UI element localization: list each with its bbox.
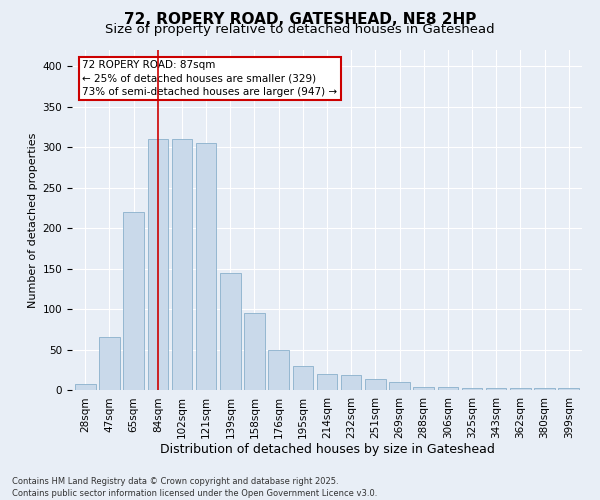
Text: 72 ROPERY ROAD: 87sqm
← 25% of detached houses are smaller (329)
73% of semi-det: 72 ROPERY ROAD: 87sqm ← 25% of detached … (82, 60, 337, 96)
Y-axis label: Number of detached properties: Number of detached properties (28, 132, 38, 308)
Bar (124, 212, 144, 390)
Bar (75, 384, 95, 390)
Bar (510, 388, 530, 390)
Bar (268, 350, 289, 390)
Bar (413, 387, 434, 390)
Bar (437, 387, 458, 390)
Bar (293, 366, 313, 390)
Text: Size of property relative to detached houses in Gateshead: Size of property relative to detached ho… (105, 22, 495, 36)
Bar (534, 388, 555, 390)
Bar (486, 388, 506, 390)
Bar (172, 139, 192, 390)
Bar (148, 139, 168, 390)
Bar (389, 382, 410, 390)
Bar (462, 388, 482, 390)
Text: 72, ROPERY ROAD, GATESHEAD, NE8 2HP: 72, ROPERY ROAD, GATESHEAD, NE8 2HP (124, 12, 476, 28)
Bar (220, 272, 241, 390)
Bar (244, 313, 265, 390)
Text: Contains HM Land Registry data © Crown copyright and database right 2025.
Contai: Contains HM Land Registry data © Crown c… (12, 476, 377, 498)
Bar (317, 374, 337, 390)
Bar (196, 143, 217, 390)
Bar (559, 388, 579, 390)
Bar (99, 338, 120, 390)
Bar (365, 380, 386, 390)
X-axis label: Distribution of detached houses by size in Gateshead: Distribution of detached houses by size … (160, 442, 494, 456)
Bar (341, 376, 361, 390)
